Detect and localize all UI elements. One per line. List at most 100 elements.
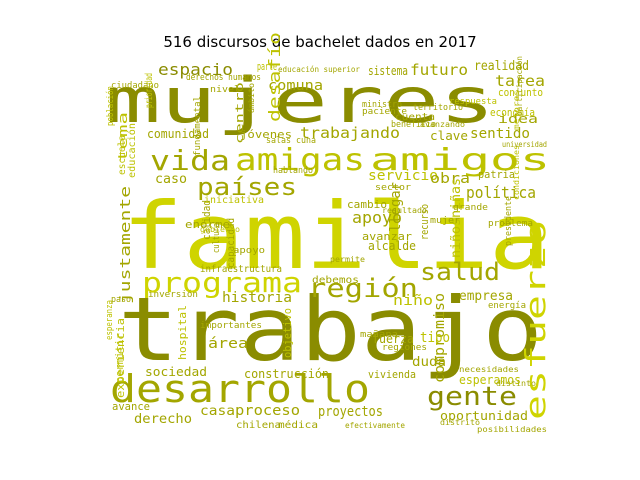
word-cloud-word: duda: [412, 355, 446, 370]
word-cloud-word: paso: [111, 295, 131, 305]
word-cloud-word: posibilidades: [477, 425, 547, 434]
word-cloud-word: médica: [278, 419, 318, 431]
word-cloud-word: programa: [142, 266, 302, 299]
word-cloud-word: ciudadano: [111, 81, 159, 91]
word-cloud-word: debemos: [312, 275, 359, 286]
word-cloud-word: alcalde: [368, 239, 416, 253]
word-cloud-word: gente: [427, 382, 517, 412]
word-cloud-word: escuela: [117, 135, 128, 175]
word-cloud-word: avanzando: [420, 120, 465, 129]
word-cloud-word: cuenta: [395, 112, 435, 123]
word-cloud-word: efectivamente: [345, 421, 405, 430]
word-cloud-word: respuesta: [449, 97, 497, 107]
word-cloud-word: vida: [150, 144, 230, 177]
word-cloud-word: derechos humanos: [186, 73, 261, 83]
word-cloud-word: regiones: [382, 343, 427, 353]
word-cloud-word: tarea: [495, 72, 545, 90]
word-cloud-word: proyectos: [318, 404, 383, 420]
word-cloud-word: apoyo: [352, 208, 402, 227]
word-cloud-word: desarrollo: [110, 367, 370, 411]
word-cloud-word: servicio: [368, 168, 438, 184]
word-cloud-word: distinto: [496, 379, 536, 388]
word-cloud-word: mejores: [512, 90, 521, 130]
word-cloud-word: vivienda: [368, 368, 416, 381]
word-cloud-word: trabajando: [300, 124, 400, 142]
word-cloud-word: derecho: [134, 412, 192, 427]
word-cloud-word: obra: [430, 171, 470, 187]
word-cloud-word: empresa: [459, 289, 513, 304]
word-cloud-word: población: [105, 86, 116, 126]
word-cloud-word: mujer: [430, 216, 461, 226]
word-cloud-word: área: [208, 336, 248, 352]
word-cloud-word: jóvenes: [240, 128, 292, 141]
word-cloud-word: nivel: [210, 85, 240, 95]
word-cloud-word: realidad: [474, 59, 529, 74]
word-cloud-word: cultura: [212, 223, 222, 253]
word-cloud-word: infraestructura: [200, 264, 282, 275]
word-cloud-word: mañana: [360, 330, 398, 340]
word-cloud-word: caso: [155, 172, 187, 187]
word-cloud-word: clave: [430, 129, 468, 143]
word-cloud-word: permite: [330, 255, 365, 264]
word-cloud-word: apoyo: [233, 246, 265, 256]
word-cloud-word: esperamos: [459, 373, 521, 387]
word-cloud-word: amigos: [370, 143, 550, 178]
word-cloud-word: trabajo: [118, 278, 543, 381]
word-cloud-word: hospital: [176, 305, 189, 360]
word-cloud-word: política: [466, 183, 536, 202]
word-cloud-word: objetivo: [281, 308, 294, 358]
word-cloud-word: tipo: [420, 330, 450, 346]
word-cloud-word: experiencia: [114, 318, 127, 398]
word-cloud-word: conjunto: [498, 86, 543, 99]
word-cloud-word: universidad: [502, 140, 547, 149]
word-cloud-word: casa: [200, 404, 235, 419]
word-cloud-word: salud: [420, 258, 500, 286]
word-cloud-word: prioridad: [144, 73, 155, 108]
word-cloud-word: educación: [126, 123, 138, 178]
word-cloud-word: economía: [490, 106, 535, 119]
word-cloud-word: recurso: [418, 204, 431, 240]
word-cloud-word: llegar: [388, 182, 404, 232]
word-cloud-word: fundamental: [193, 96, 203, 156]
word-cloud-word: esperanza: [105, 300, 115, 340]
word-cloud-word: países: [197, 173, 297, 201]
word-cloud-word: grande: [453, 203, 488, 213]
word-cloud-word: mujeres: [105, 64, 495, 137]
word-cloud-word: comuna: [268, 78, 323, 94]
word-cloud-word: idea: [498, 112, 538, 126]
word-cloud-word: oportunidad: [440, 409, 528, 423]
word-cloud-word: esfuerzo: [519, 220, 552, 420]
word-cloud-word: región: [308, 274, 418, 304]
word-cloud-word: distrito: [440, 418, 480, 427]
word-cloud-word: cambio: [347, 198, 387, 211]
word-cloud-word: proceso: [235, 403, 300, 419]
word-cloud-word: fuerza: [372, 332, 414, 346]
word-cloud-word: hablando: [273, 166, 313, 176]
word-cloud-word: sociedad: [145, 365, 207, 379]
word-cloud-word: territorio: [413, 103, 463, 113]
word-cloud-word: participación: [514, 56, 524, 116]
word-cloud-word: problema: [488, 219, 533, 229]
word-cloud-word: sistema: [368, 64, 408, 78]
word-cloud-word: necesidades: [459, 365, 519, 374]
word-cloud-word: parte: [257, 60, 277, 73]
word-cloud-word: avanzar: [362, 230, 412, 243]
word-cloud-word: niñosniñas: [449, 178, 464, 258]
word-cloud-word: patria: [478, 168, 515, 181]
word-cloud-word: gobierno: [200, 225, 240, 234]
word-cloud-word: inversión: [148, 289, 198, 300]
figure-title: 516 discursos de bachelet dados en 2017: [163, 33, 477, 51]
word-cloud-word: permitir: [113, 333, 126, 383]
word-cloud-word: importantes: [200, 321, 262, 331]
word-cloud-word: avance: [112, 400, 150, 413]
word-cloud-word: resultado: [382, 206, 427, 215]
word-cloud-word: desafío: [265, 32, 284, 122]
word-cloud-word: ministro: [362, 100, 402, 110]
word-cloud-word: sector: [375, 183, 412, 193]
word-cloud-word: futuro: [410, 61, 468, 79]
word-cloud-word: espacio: [158, 60, 233, 79]
word-cloud-word: niño: [393, 293, 433, 309]
word-cloud-word: tema: [116, 112, 130, 162]
word-cloud-word: condiciones: [512, 145, 521, 200]
